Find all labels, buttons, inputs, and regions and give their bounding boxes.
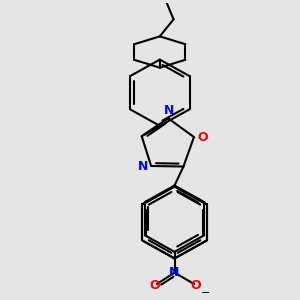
- Text: O: O: [197, 130, 208, 144]
- Text: −: −: [201, 289, 211, 298]
- Text: N: N: [138, 160, 148, 173]
- Text: O: O: [150, 279, 160, 292]
- Text: N: N: [164, 104, 174, 117]
- Text: N: N: [169, 266, 180, 279]
- Text: O: O: [191, 279, 201, 292]
